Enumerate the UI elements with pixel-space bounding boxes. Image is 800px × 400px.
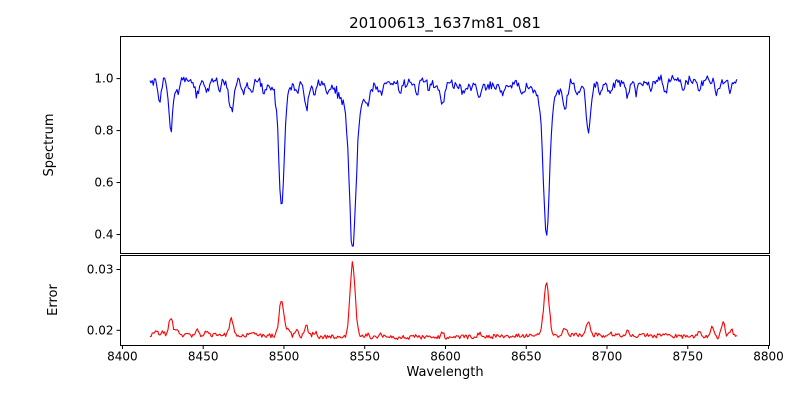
spectrum-y-label: Spectrum: [42, 114, 57, 177]
spectrum-line: [149, 74, 738, 247]
error-y-label: Error: [46, 284, 61, 316]
y-tick-label: 0.4: [94, 228, 113, 242]
y-tick-label: 0.02: [87, 323, 114, 337]
x-tick-label: 8700: [592, 350, 623, 364]
y-tick-label: 1.0: [94, 72, 113, 86]
x-tick-label: 8500: [269, 350, 300, 364]
x-tick-label: 8400: [107, 350, 138, 364]
y-tick-label: 0.8: [94, 124, 113, 138]
y-tick-label: 0.6: [94, 176, 113, 190]
spectrum-y-axis-ticks: 0.4 0.6 0.8 1.0: [94, 72, 121, 242]
error-y-axis-ticks: 0.02 0.03: [87, 262, 121, 337]
error-line: [149, 261, 738, 341]
x-axis-label: Wavelength: [406, 365, 483, 380]
y-tick-label: 0.03: [87, 262, 114, 276]
x-tick-label: 8600: [430, 350, 461, 364]
spectrum-panel-background: [120, 36, 770, 254]
x-tick-label: 8550: [349, 350, 380, 364]
x-tick-label: 8450: [188, 350, 219, 364]
spectrum-panel-border: [120, 36, 770, 254]
chart-title: 20100613_1637m81_081: [349, 14, 541, 33]
x-axis-ticks: 8400 8450 8500 8550 8600 8650 8700 8750 8800: [107, 345, 784, 364]
x-tick-label: 8800: [753, 350, 784, 364]
x-tick-label: 8750: [672, 350, 703, 364]
x-tick-label: 8650: [511, 350, 542, 364]
error-panel-background: [120, 255, 770, 346]
